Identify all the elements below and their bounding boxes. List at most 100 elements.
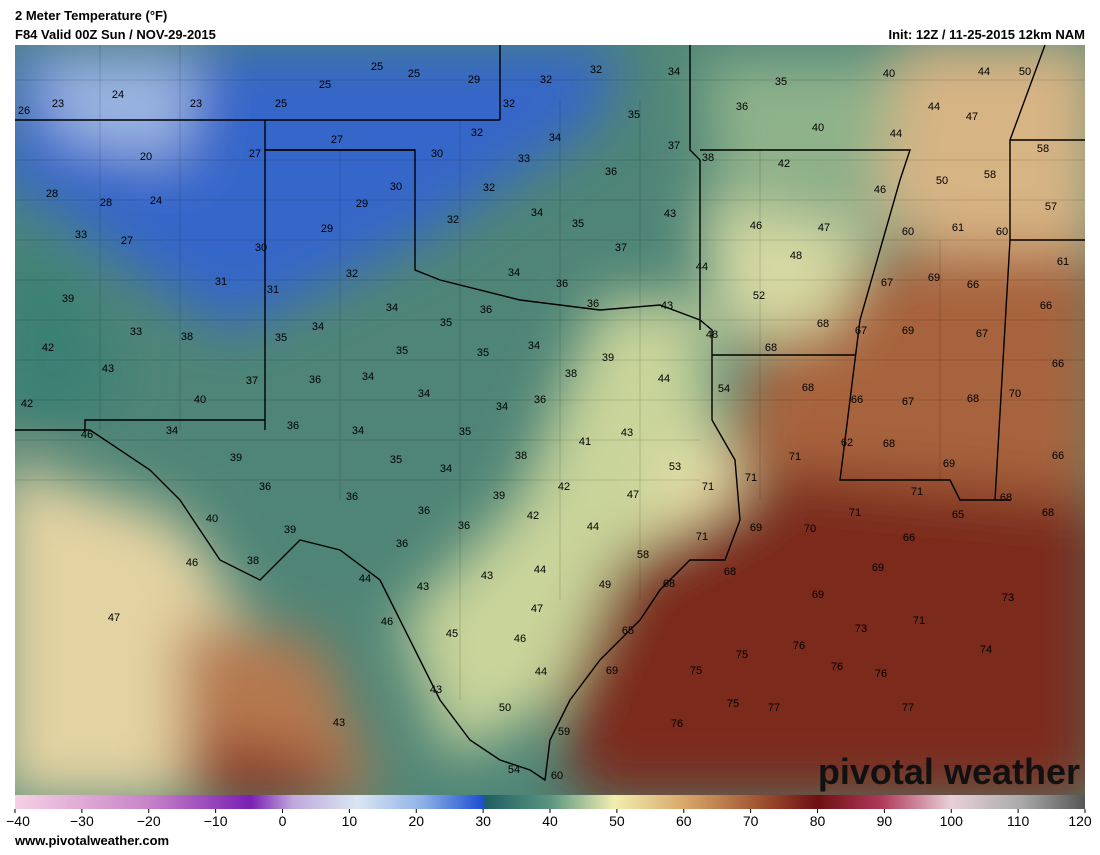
temperature-label: 38 — [181, 331, 193, 343]
temperature-label: 36 — [287, 420, 299, 432]
temperature-label: 70 — [804, 523, 816, 535]
temperature-label: 24 — [112, 89, 124, 101]
temperature-label: 27 — [249, 148, 261, 160]
colorbar-label: 120 — [1068, 813, 1092, 829]
temperature-label: 44 — [890, 128, 902, 140]
temperature-label: 47 — [108, 612, 120, 624]
temperature-label: 71 — [745, 472, 757, 484]
temperature-label: 39 — [230, 452, 242, 464]
temperature-label: 66 — [1052, 358, 1064, 370]
temperature-label: 34 — [312, 321, 324, 333]
temperature-label: 47 — [531, 603, 543, 615]
temperature-label: 36 — [534, 394, 546, 406]
temperature-label: 32 — [346, 268, 358, 280]
temperature-label: 42 — [42, 342, 54, 354]
temperature-label: 53 — [669, 461, 681, 473]
temperature-label: 35 — [390, 454, 402, 466]
temperature-label: 71 — [702, 481, 714, 493]
temperature-label: 66 — [967, 279, 979, 291]
colorbar-label: −10 — [204, 813, 228, 829]
temperature-label: 35 — [396, 345, 408, 357]
temperature-label: 66 — [1052, 450, 1064, 462]
temperature-label: 40 — [883, 68, 895, 80]
temperature-label: 60 — [902, 226, 914, 238]
init-time: Init: 12Z / 11-25-2015 12km NAM — [888, 27, 1085, 42]
temperature-label: 77 — [902, 702, 914, 714]
temperature-label: 44 — [587, 521, 599, 533]
temperature-label: 46 — [381, 616, 393, 628]
temperature-label: 42 — [21, 398, 33, 410]
temperature-label: 34 — [362, 371, 374, 383]
temperature-label: 60 — [996, 226, 1008, 238]
temperature-label: 71 — [913, 615, 925, 627]
temperature-label: 46 — [514, 633, 526, 645]
temperature-label: 67 — [976, 328, 988, 340]
temperature-label: 43 — [481, 570, 493, 582]
colorbar-label: 80 — [810, 813, 826, 829]
temperature-label: 34 — [668, 66, 680, 78]
temperature-label: 40 — [812, 122, 824, 134]
temperature-label: 26 — [18, 105, 30, 117]
colorbar-label: 50 — [609, 813, 625, 829]
temperature-label: 38 — [247, 555, 259, 567]
temperature-label: 76 — [671, 718, 683, 730]
temperature-label: 43 — [333, 717, 345, 729]
temperature-label: 35 — [459, 426, 471, 438]
colorbar-label: 40 — [542, 813, 558, 829]
temperature-label: 71 — [789, 451, 801, 463]
temperature-label: 62 — [841, 437, 853, 449]
logo: pivotal weather — [818, 751, 1080, 792]
temperature-label: 65 — [952, 509, 964, 521]
temperature-label: 50 — [1019, 66, 1031, 78]
temperature-label: 29 — [468, 74, 480, 86]
colorbar-label: 70 — [743, 813, 759, 829]
temperature-label: 24 — [150, 195, 162, 207]
temperature-label: 57 — [1045, 201, 1057, 213]
temperature-label: 36 — [556, 278, 568, 290]
temperature-label: 70 — [1009, 388, 1021, 400]
temperature-label: 60 — [551, 770, 563, 782]
temperature-label: 44 — [359, 573, 371, 585]
temperature-label: 34 — [440, 463, 452, 475]
colorbar-label: 100 — [940, 813, 964, 829]
temperature-label: 38 — [702, 152, 714, 164]
temperature-label: 27 — [121, 235, 133, 247]
temperature-label: 36 — [605, 166, 617, 178]
temperature-label: 43 — [102, 363, 114, 375]
temperature-label: 61 — [952, 222, 964, 234]
temperature-label: 25 — [319, 79, 331, 91]
temperature-label: 36 — [587, 298, 599, 310]
temperature-label: 71 — [911, 486, 923, 498]
temperature-label: 25 — [408, 68, 420, 80]
temperature-label: 30 — [431, 148, 443, 160]
temperature-label: 73 — [855, 623, 867, 635]
temperature-label: 36 — [480, 304, 492, 316]
temperature-label: 33 — [518, 153, 530, 165]
colorbar-label: −30 — [70, 813, 94, 829]
temperature-label: 34 — [508, 267, 520, 279]
temperature-label: 75 — [727, 698, 739, 710]
colorbar-label: 110 — [1007, 813, 1030, 829]
temperature-label: 39 — [493, 490, 505, 502]
temperature-label: 46 — [750, 220, 762, 232]
colorbar-label: 90 — [877, 813, 893, 829]
temperature-label: 49 — [599, 579, 611, 591]
temperature-label: 37 — [246, 375, 258, 387]
title: 2 Meter Temperature (°F) — [15, 8, 167, 23]
temperature-label: 76 — [793, 640, 805, 652]
temperature-label: 74 — [980, 644, 992, 656]
temperature-label: 44 — [535, 666, 547, 678]
temperature-label: 44 — [928, 101, 940, 113]
temperature-label: 40 — [206, 513, 218, 525]
temperature-label: 40 — [194, 394, 206, 406]
temperature-label: 32 — [471, 127, 483, 139]
temperature-label: 42 — [778, 158, 790, 170]
temperature-label: 69 — [902, 325, 914, 337]
temperature-label: 44 — [978, 66, 990, 78]
temperature-label: 54 — [508, 764, 520, 776]
temperature-label: 71 — [849, 507, 861, 519]
url: www.pivotalweather.com — [14, 833, 169, 848]
temperature-label: 50 — [499, 702, 511, 714]
temperature-label: 43 — [661, 300, 673, 312]
temperature-label: 27 — [331, 134, 343, 146]
